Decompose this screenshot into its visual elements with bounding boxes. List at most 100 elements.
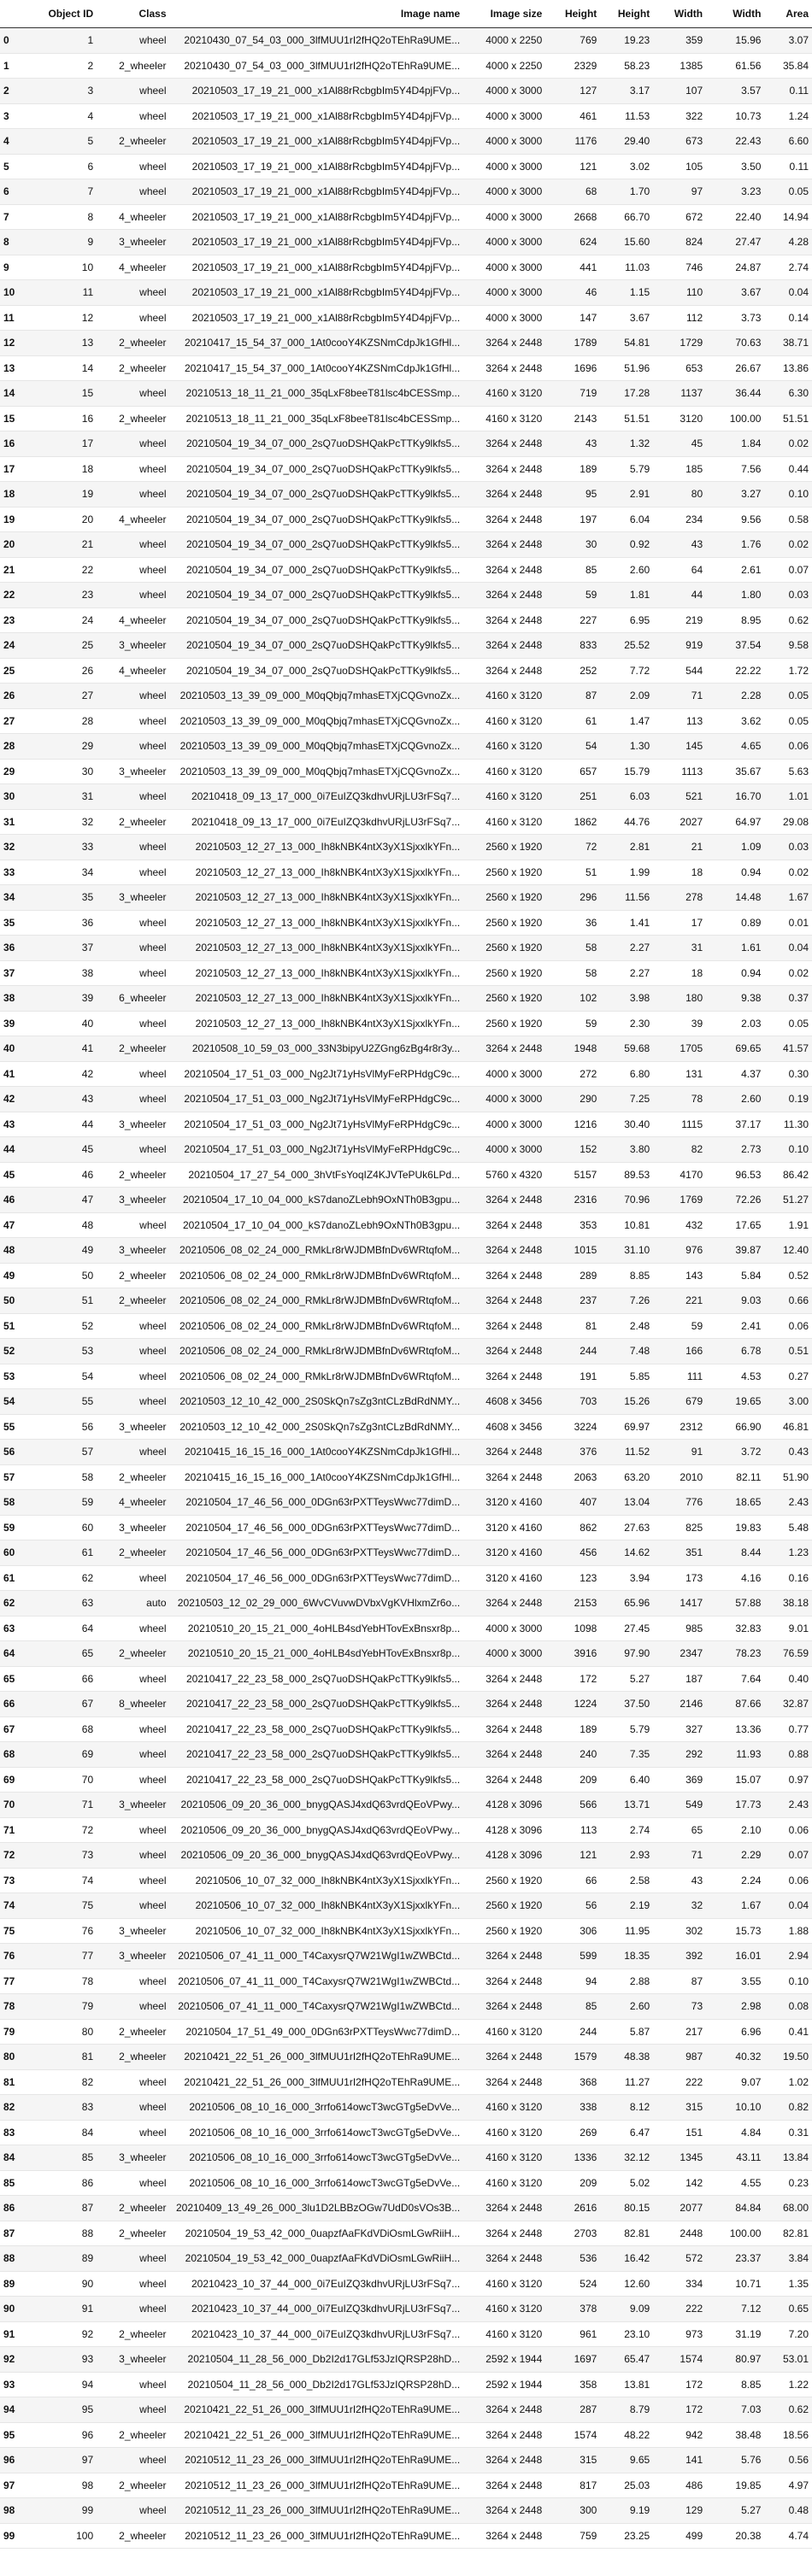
object-id-cell: 86 [36,2170,97,2196]
class-cell: wheel [97,1565,170,1591]
area-cell: 0.03 [764,582,812,608]
image-name-cell: 20210504_17_51_03_000_Ng2Jt71yHsVlMyFeRP… [169,1136,464,1163]
row-index: 25 [0,658,37,684]
area-cell: 51.51 [764,406,812,431]
object-id-cell: 23 [36,582,97,608]
row-index: 59 [0,1515,37,1540]
object-id-cell: 78 [36,1969,97,1994]
width-pct-cell: 26.67 [706,355,765,381]
object-id-cell: 72 [36,1817,97,1843]
image-name-cell: 20210512_11_23_26_000_3lfMUU1rI2fHQ2oTEh… [169,2447,464,2473]
image-size-cell: 4160 x 3120 [463,2271,546,2297]
object-id-cell: 20 [36,507,97,532]
row-index: 63 [0,1616,37,1641]
table-row: 72 73 wheel 20210506_09_20_36_000_bnygQASJ4… [0,1842,812,1869]
width-pct-cell: 4.53 [706,1364,765,1389]
image-size-cell: 3264 x 2448 [463,2422,546,2448]
width-pct-cell: 19.83 [706,1515,765,1540]
row-index: 68 [0,1741,37,1768]
row-index: 66 [0,1691,37,1717]
class-cell: 3_wheeler [97,1515,170,1540]
table-row: 77 78 wheel 20210506_07_41_11_000_T4CaxysrQ… [0,1969,812,1994]
image-name-cell: 20210512_11_23_26_000_3lfMUU1rI2fHQ2oTEh… [169,2473,464,2498]
image-size-cell: 3264 x 2448 [463,632,546,659]
image-size-cell: 3264 x 2448 [463,431,546,457]
row-index: 95 [0,2422,37,2448]
class-cell: wheel [97,2245,170,2272]
width-pct-cell: 35.67 [706,759,765,784]
table-row: 37 38 wheel 20210503_12_27_13_000_Ih8kNBK4n… [0,960,812,986]
height-px-cell: 566 [545,1792,601,1818]
table-row: 35 36 wheel 20210503_12_27_13_000_Ih8kNBK4n… [0,910,812,936]
height-pct-cell: 14.62 [600,1540,654,1566]
row-index: 73 [0,1868,37,1893]
height-pct-cell: 5.27 [600,1666,654,1692]
height-pct-cell: 5.79 [600,1716,654,1742]
height-px-cell: 85 [545,557,601,583]
image-name-cell: 20210503_13_39_09_000_M0qQbjq7mhasETXjCQ… [169,683,464,709]
table-row: 29 30 3_wheeler 20210503_13_39_09_000_M0qQb… [0,759,812,784]
class-cell: auto [97,1590,170,1617]
class-cell: 2_wheeler [97,2195,170,2221]
area-cell: 4.97 [764,2473,812,2498]
height-pct-cell: 2.81 [600,834,654,860]
height-px-cell: 2063 [545,1464,601,1490]
width-pct-cell: 1.61 [706,935,765,961]
image-size-cell: 3264 x 2448 [463,1036,546,1062]
width-pct-cell: 2.61 [706,557,765,583]
area-cell: 0.56 [764,2447,812,2473]
height-px-cell: 353 [545,1212,601,1238]
class-cell: wheel [97,305,170,331]
object-id-cell: 57 [36,1439,97,1465]
height-px-cell: 3224 [545,1414,601,1440]
area-cell: 0.02 [764,531,812,558]
height-pct-cell: 23.25 [600,2523,654,2549]
width-pct-cell: 15.73 [706,1918,765,1944]
height-px-cell: 59 [545,1011,601,1036]
width-pct-header: Width [706,0,765,28]
row-index: 50 [0,1288,37,1314]
height-pct-cell: 13.71 [600,1792,654,1818]
row-index: 28 [0,733,37,760]
class-cell: wheel [97,2170,170,2196]
object-id-cell: 16 [36,406,97,431]
image-size-cell: 3264 x 2448 [463,531,546,558]
class-cell: 2_wheeler [97,355,170,381]
width-pct-cell: 78.23 [706,1640,765,1667]
height-px-cell: 1696 [545,355,601,381]
height-px-cell: 61 [545,708,601,734]
table-row: 80 81 2_wheeler 20210421_22_51_26_000_3lfMU… [0,2044,812,2070]
class-cell: wheel [97,27,170,54]
image-name-cell: 20210504_17_10_04_000_kS7danoZLebh9OxNTh… [169,1187,464,1213]
table-row: 1 2 2_wheeler 20210430_07_54_03_000_3lfMUU1… [0,53,812,79]
width-px-cell: 1729 [653,330,707,356]
table-row: 75 76 3_wheeler 20210506_10_07_32_000_Ih8kN… [0,1918,812,1944]
width-px-cell: 43 [653,531,707,558]
object-id-cell: 42 [36,1061,97,1087]
table-row: 41 42 wheel 20210504_17_51_03_000_Ng2Jt71yH… [0,1061,812,1087]
table-row: 92 93 3_wheeler 20210504_11_28_56_000_Db2I2… [0,2346,812,2373]
height-pct-cell: 82.81 [600,2221,654,2246]
width-pct-cell: 61.56 [706,53,765,79]
width-pct-cell: 64.97 [706,809,765,835]
image-size-cell: 3264 x 2448 [463,2473,546,2498]
image-name-cell: 20210430_07_54_03_000_3lfMUU1rI2fHQ2oTEh… [169,53,464,79]
image-name-cell: 20210504_17_51_03_000_Ng2Jt71yHsVlMyFeRP… [169,1086,464,1112]
height-px-cell: 624 [545,229,601,255]
height-pct-cell: 59.68 [600,1036,654,1062]
area-cell: 14.94 [764,204,812,230]
class-cell: 2_wheeler [97,809,170,835]
object-id-cell: 30 [36,759,97,784]
image-size-cell: 4000 x 3000 [463,1086,546,1112]
height-pct-cell: 0.92 [600,531,654,558]
area-cell: 0.65 [764,2296,812,2322]
object-id-cell: 38 [36,960,97,986]
object-id-cell: 2 [36,53,97,79]
object-id-cell: 70 [36,1767,97,1793]
table-header-row: Object ID Class Image name Image size He… [0,0,812,28]
image-name-cell: 20210510_20_15_21_000_4oHLB4sdYebHTovExB… [169,1640,464,1667]
object-id-cell: 12 [36,305,97,331]
image-name-cell: 20210503_17_19_21_000_x1Al88rRcbgbIm5Y4D… [169,305,464,331]
width-pct-cell: 39.87 [706,1237,765,1264]
image-name-cell: 20210506_09_20_36_000_bnygQASJ4xdQ63vrdQ… [169,1817,464,1843]
